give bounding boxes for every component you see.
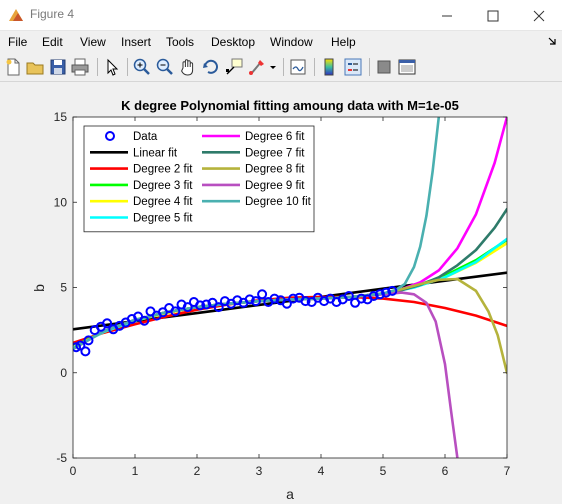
- menu-desktop[interactable]: Desktop: [211, 35, 256, 49]
- legend-label-degree-4-fit: Degree 4 fit: [133, 196, 193, 208]
- y-tick-label: -5: [56, 451, 67, 465]
- data-point: [195, 300, 206, 311]
- menu-file[interactable]: File: [8, 35, 28, 49]
- legend-marker-data: [105, 131, 115, 141]
- pan-hand-icon[interactable]: [178, 57, 198, 77]
- x-tick-label: 5: [380, 464, 387, 478]
- close-icon: [533, 10, 545, 21]
- save-icon[interactable]: [48, 57, 68, 77]
- data-point: [269, 293, 280, 304]
- toolbar-separator: [369, 58, 370, 76]
- menu-tools[interactable]: Tools: [166, 35, 195, 49]
- legend-box: [83, 125, 315, 233]
- x-tick-label: 4: [318, 464, 325, 478]
- data-point: [288, 293, 299, 304]
- y-axis-label: b: [31, 284, 47, 292]
- rotate-3d-icon[interactable]: [201, 57, 221, 77]
- menu-help[interactable]: Help: [331, 35, 356, 49]
- data-point: [244, 294, 255, 305]
- legend-label-degree-8-fit: Degree 8 fit: [245, 164, 305, 176]
- data-point: [75, 340, 86, 351]
- menu-edit[interactable]: Edit: [42, 35, 63, 49]
- menu-insert[interactable]: Insert: [121, 35, 152, 49]
- x-tick-label: 0: [70, 464, 77, 478]
- data-point: [300, 296, 311, 307]
- link-plot-icon[interactable]: [288, 57, 308, 77]
- legend-label-degree-7-fit: Degree 7 fit: [245, 147, 305, 159]
- data-point: [80, 346, 91, 357]
- y-tick-label: 15: [54, 110, 68, 124]
- minimize-icon: [442, 15, 452, 16]
- data-point: [381, 287, 392, 298]
- legend-label-degree-10-fit: Degree 10 fit: [245, 196, 312, 208]
- data-cursor-icon[interactable]: [224, 57, 244, 77]
- menu-window[interactable]: Window: [270, 35, 313, 49]
- x-tick-label: 7: [504, 464, 511, 478]
- legend-icon[interactable]: [343, 57, 363, 77]
- plot-marks: [73, 117, 507, 458]
- y-tick-label: 10: [54, 195, 68, 209]
- y-tick-label: 0: [60, 366, 67, 380]
- legend-label-linear-fit: Linear fit: [133, 147, 178, 159]
- window-title: Figure 4: [30, 7, 75, 21]
- matlab-figure-icon: [9, 9, 23, 21]
- menu-bar: File Edit View Insert Tools Desktop Wind…: [0, 31, 562, 53]
- x-tick-label: 2: [194, 464, 201, 478]
- data-point: [250, 296, 261, 307]
- x-axis-label: a: [286, 486, 294, 502]
- open-file-icon[interactable]: [25, 57, 45, 77]
- brush-icon[interactable]: [247, 57, 267, 77]
- maximize-icon: [487, 10, 499, 21]
- toolbar: [0, 53, 562, 82]
- data-point: [374, 289, 385, 300]
- maximize-button[interactable]: [470, 0, 516, 31]
- zoom-in-icon[interactable]: [132, 57, 152, 77]
- minimize-button[interactable]: [424, 0, 470, 31]
- menu-view[interactable]: View: [80, 35, 106, 49]
- data-point: [368, 291, 379, 301]
- colorbar-icon[interactable]: [319, 57, 339, 77]
- x-tick-label: 1: [132, 464, 139, 478]
- brush-dropdown-icon[interactable]: [268, 57, 278, 77]
- legend-label-degree-9-fit: Degree 9 fit: [245, 180, 305, 192]
- legend-label-data: Data: [133, 131, 158, 143]
- data-point: [83, 335, 94, 346]
- show-plot-tools-icon[interactable]: [397, 57, 417, 77]
- data-point: [281, 298, 292, 309]
- edit-plot-arrow-icon[interactable]: [102, 57, 122, 77]
- y-tick-label: 5: [60, 281, 67, 295]
- data-point: [257, 289, 268, 300]
- legend-label-degree-6-fit: Degree 6 fit: [245, 131, 305, 143]
- x-tick-label: 6: [442, 464, 449, 478]
- legend-label-degree-2-fit: Degree 2 fit: [133, 164, 193, 176]
- data-point: [182, 302, 193, 313]
- toolbar-separator: [314, 58, 315, 76]
- toolbar-separator: [127, 58, 128, 76]
- print-icon[interactable]: [70, 57, 90, 77]
- legend-label-degree-5-fit: Degree 5 fit: [133, 213, 193, 225]
- legend[interactable]: Data Linear fit Degree 2 fit Degree 3 fit De…: [83, 125, 315, 233]
- data-point: [139, 315, 150, 326]
- data-point: [213, 302, 224, 313]
- data-point: [343, 291, 354, 301]
- dock-arrow-icon[interactable]: [548, 37, 556, 45]
- close-button[interactable]: [516, 0, 562, 31]
- legend-label-degree-3-fit: Degree 3 fit: [133, 180, 193, 192]
- zoom-out-icon[interactable]: [155, 57, 175, 77]
- x-tick-label: 3: [256, 464, 263, 478]
- data-point: [170, 306, 181, 317]
- chart-title: K degree Polynomial fitting amoung data …: [121, 98, 459, 113]
- title-bar: Figure 4: [0, 0, 562, 31]
- new-figure-icon[interactable]: [3, 57, 23, 77]
- toolbar-separator: [97, 58, 98, 76]
- data-point: [356, 293, 367, 304]
- hide-plot-tools-icon[interactable]: [374, 57, 394, 77]
- data-point: [387, 285, 398, 296]
- data-point: [102, 318, 113, 329]
- data-point: [201, 299, 212, 310]
- toolbar-separator: [283, 58, 284, 76]
